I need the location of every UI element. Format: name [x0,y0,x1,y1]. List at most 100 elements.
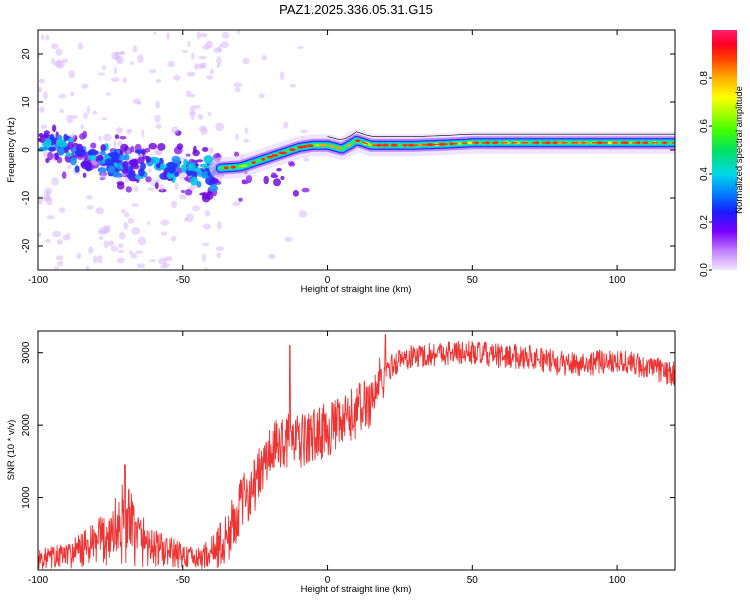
spectral-blob [38,138,42,142]
spectral-blob [217,221,222,230]
spectral-blob [97,72,106,76]
spectral-blob [192,205,200,212]
ridge-hotspot [266,155,274,159]
spectral-blob [118,243,124,248]
spectral-blob [189,105,196,115]
ridge-hotspot [297,145,305,149]
spectral-blob [88,246,94,254]
spectral-blob [77,42,84,50]
spectral-blob [162,263,171,267]
spectral-blob [184,177,190,181]
spectral-blob [236,30,240,35]
spectral-blob [174,182,179,190]
spectral-blob [51,43,59,50]
spectral-blob [117,249,125,253]
spectral-blob [208,185,219,192]
spectral-blob [45,238,52,243]
spectral-blob [113,139,117,149]
spectral-blob [41,34,45,41]
spectral-blob [137,236,147,246]
ridge-hotspot [335,146,342,150]
spectral-blob [85,265,90,270]
spectral-blob [119,135,127,140]
spectral-blob [101,65,107,70]
spectral-blob [220,41,229,48]
x-tick-label: 0 [325,275,331,286]
snr-xlabel: Height of straight line (km) [301,584,412,595]
y-tick-label: 3000 [21,341,32,364]
spectral-blob [88,151,95,156]
spectral-blob [129,250,133,255]
spectral-blob [204,210,211,217]
spectral-blob [268,253,276,259]
spectral-blob [147,221,151,225]
spectral-blob [132,45,138,53]
spectral-blob [59,207,66,214]
spectrogram-xlabel: Height of straight line (km) [301,284,412,295]
snr-panel: -100 -50 0 50 100 1000 2000 3000 Height of stra… [6,330,676,595]
spectral-blob [174,171,180,177]
spectral-blob [74,165,80,173]
ridge-hotspot [278,151,287,155]
spectral-blob [113,66,117,75]
spectral-blob [242,57,250,65]
spectral-blob [171,155,181,164]
spectral-blob [38,86,43,93]
spectral-blob [130,252,138,259]
spectral-blob [149,69,157,74]
spectral-blob [217,44,222,53]
spectral-blob [105,92,111,96]
spectral-blob [115,127,123,134]
spectral-blob [123,221,128,230]
spectral-blob [145,156,152,163]
spectral-blob [83,112,88,120]
spectral-blob [199,125,207,133]
spectral-blob [244,127,249,135]
spectral-blob [95,207,104,215]
spectral-blob [160,219,170,226]
spectral-blob [185,153,191,157]
spectral-blob [233,151,240,158]
spectral-blob [155,123,162,129]
spectral-blob [38,132,44,138]
spectral-blob [65,152,73,158]
spectral-blob [79,133,86,140]
spectral-blob [117,154,127,161]
spectral-blob [196,181,202,188]
spectral-blob [48,146,57,152]
spectral-blob [303,157,310,162]
spectral-blob [108,152,117,157]
spectral-blob [216,64,221,68]
spectral-blob [68,69,75,79]
spectral-blob [54,266,59,270]
spectral-blob [194,63,199,71]
spectral-blob [185,90,192,98]
spectral-blob [187,170,196,176]
spectral-blob [176,143,184,150]
spectral-blob [210,177,219,184]
colorbar-label: Normalized spectral amplitude [734,86,745,214]
snr-ylabel: SNR (10 * v/v) [6,420,17,481]
spectral-blob [168,166,176,174]
x-tick-label: -50 [176,575,191,586]
ridge-hotspot [355,139,361,143]
ridge-hotspot [376,143,383,147]
spectral-blob [69,156,77,166]
spectral-blob [187,40,191,47]
spectral-blob [54,152,59,161]
ridge-hotspot [556,141,564,145]
spectral-blob [133,185,139,193]
spectral-blob [51,177,59,186]
spectral-blob [206,75,214,80]
spectral-blob [299,129,309,134]
spectral-blob [47,151,54,161]
spectral-blob [45,190,51,198]
spectral-blob [204,267,208,270]
spectral-blob [38,232,42,238]
spectral-blob [178,194,187,200]
spectral-blob [54,60,63,68]
colorbar-ticks: 0.0 0.2 0.4 0.6 0.8 [699,71,712,277]
spectral-blob [43,197,52,202]
spectral-blob [241,179,246,185]
spectral-blob [135,250,143,254]
